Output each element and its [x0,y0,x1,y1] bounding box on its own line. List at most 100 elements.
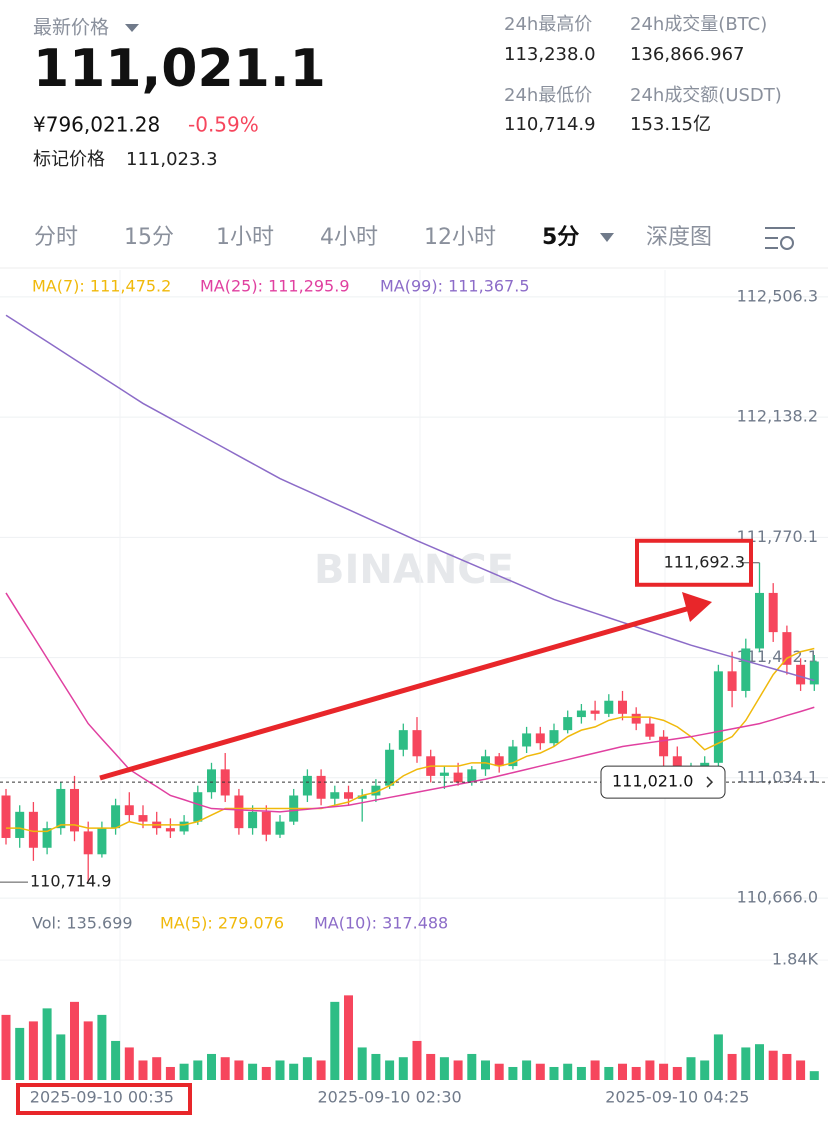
dropdown-icon[interactable] [125,24,139,32]
candle-body [385,749,395,786]
candle-body [618,700,627,714]
volume-bar [193,1060,203,1080]
y-tick-label: 110,666.0 [737,888,818,907]
tab[interactable]: 12小时 [424,225,496,250]
volume-bar [467,1053,477,1080]
tab[interactable]: 15分 [124,225,174,250]
change: -0.59% [188,113,259,137]
candle-body [412,730,422,757]
candle-body [563,717,573,731]
volume-bar [111,1040,121,1080]
candle-body [56,788,66,829]
volume-legend: MA(10): 317.488 [314,914,448,933]
tab-active[interactable]: 5分 [542,225,579,250]
candle-body [138,815,148,822]
volume-bar [220,1057,230,1080]
candle-body [453,772,463,783]
settings-icon[interactable] [765,227,795,250]
arrow-shaft [99,605,691,781]
volume-bar [481,1060,490,1080]
candle-body [768,592,778,633]
volume-bar [330,1001,340,1080]
candle-body [165,828,175,832]
highlight-box [635,538,753,587]
x-tick-label: 2025-09-10 02:30 [318,1088,462,1107]
candle-body [727,671,737,691]
candle-body [549,730,559,744]
tab-dropdown[interactable] [600,233,614,242]
stat-value: 136,866.967 [630,44,745,65]
y-tick-label: 111,402.1 [737,647,818,666]
tab[interactable]: 4小时 [320,225,378,250]
candle-body [261,811,271,835]
ma-line [6,647,815,833]
candle-body [248,811,258,829]
candle-body [302,775,312,796]
candle-body [467,769,477,783]
price-label: 最新价格 [33,17,109,39]
candle-body [796,664,806,685]
current-price: 111,021.0 [612,772,693,791]
volume-bar [563,1063,573,1080]
candle-body [234,795,244,829]
stat-value: 113,238.0 [504,44,596,65]
volume-bar [796,1060,806,1080]
candle-body [809,661,819,685]
candle-body [494,756,504,767]
volume-bar [97,1014,107,1080]
candle-body [220,769,230,796]
volume-bar [522,1060,532,1080]
candle-body [275,821,285,835]
y-tick-label: 112,138.2 [737,407,818,426]
candle-body [371,785,381,796]
volume-bar [28,1021,38,1080]
candle-body [755,592,764,649]
volume-bar [809,1071,819,1080]
volume-bar [398,1057,408,1080]
volume-bar [426,1053,436,1080]
candle-body [631,713,641,724]
stat-value: 110,714.9 [504,114,596,135]
candle-body [124,805,134,816]
candle-body [97,828,107,855]
volume-bar [412,1040,422,1080]
volume-bar [124,1047,134,1080]
tab[interactable]: 深度图 [646,225,712,250]
volume-bar [207,1053,216,1080]
candle-body [398,730,408,750]
tab[interactable]: 1小时 [216,225,274,250]
volume-bar [261,1066,271,1080]
candle-body [645,723,655,737]
candle-body [659,736,669,757]
volume-bar [302,1057,312,1080]
current-price-box [600,765,726,799]
tab[interactable]: 分时 [34,225,78,250]
volume-bar [344,995,353,1080]
stat-label: 24h最高价 [504,14,592,35]
candle-body [83,831,93,855]
candle-body [179,821,189,832]
candle-body [193,792,203,822]
volume-bar [672,1066,682,1080]
volume-bar [768,1050,778,1080]
y-tick-label: 1.84K [772,950,819,969]
candle-body [207,769,216,793]
ma-line [5,314,815,682]
ma-line [5,592,815,813]
stat-label: 24h成交量(BTC) [630,14,767,35]
low-label: 110,714.9 [30,872,111,891]
candle-body [1,795,11,838]
volume-legend: MA(5): 279.076 [160,914,284,933]
volume-bar [165,1066,175,1080]
x-tick-label: 2025-09-10 04:25 [605,1088,749,1107]
volume-bar [357,1047,367,1080]
volume-bar [179,1063,189,1080]
volume-bar [755,1044,764,1080]
volume-bar [645,1060,655,1080]
last-price: 111,021.1 [33,39,326,99]
volume-bar [494,1063,504,1080]
y-tick-label: 112,506.3 [737,286,818,305]
volume-bar [618,1063,627,1080]
volume-bar [549,1066,559,1080]
candle-body [330,792,340,799]
